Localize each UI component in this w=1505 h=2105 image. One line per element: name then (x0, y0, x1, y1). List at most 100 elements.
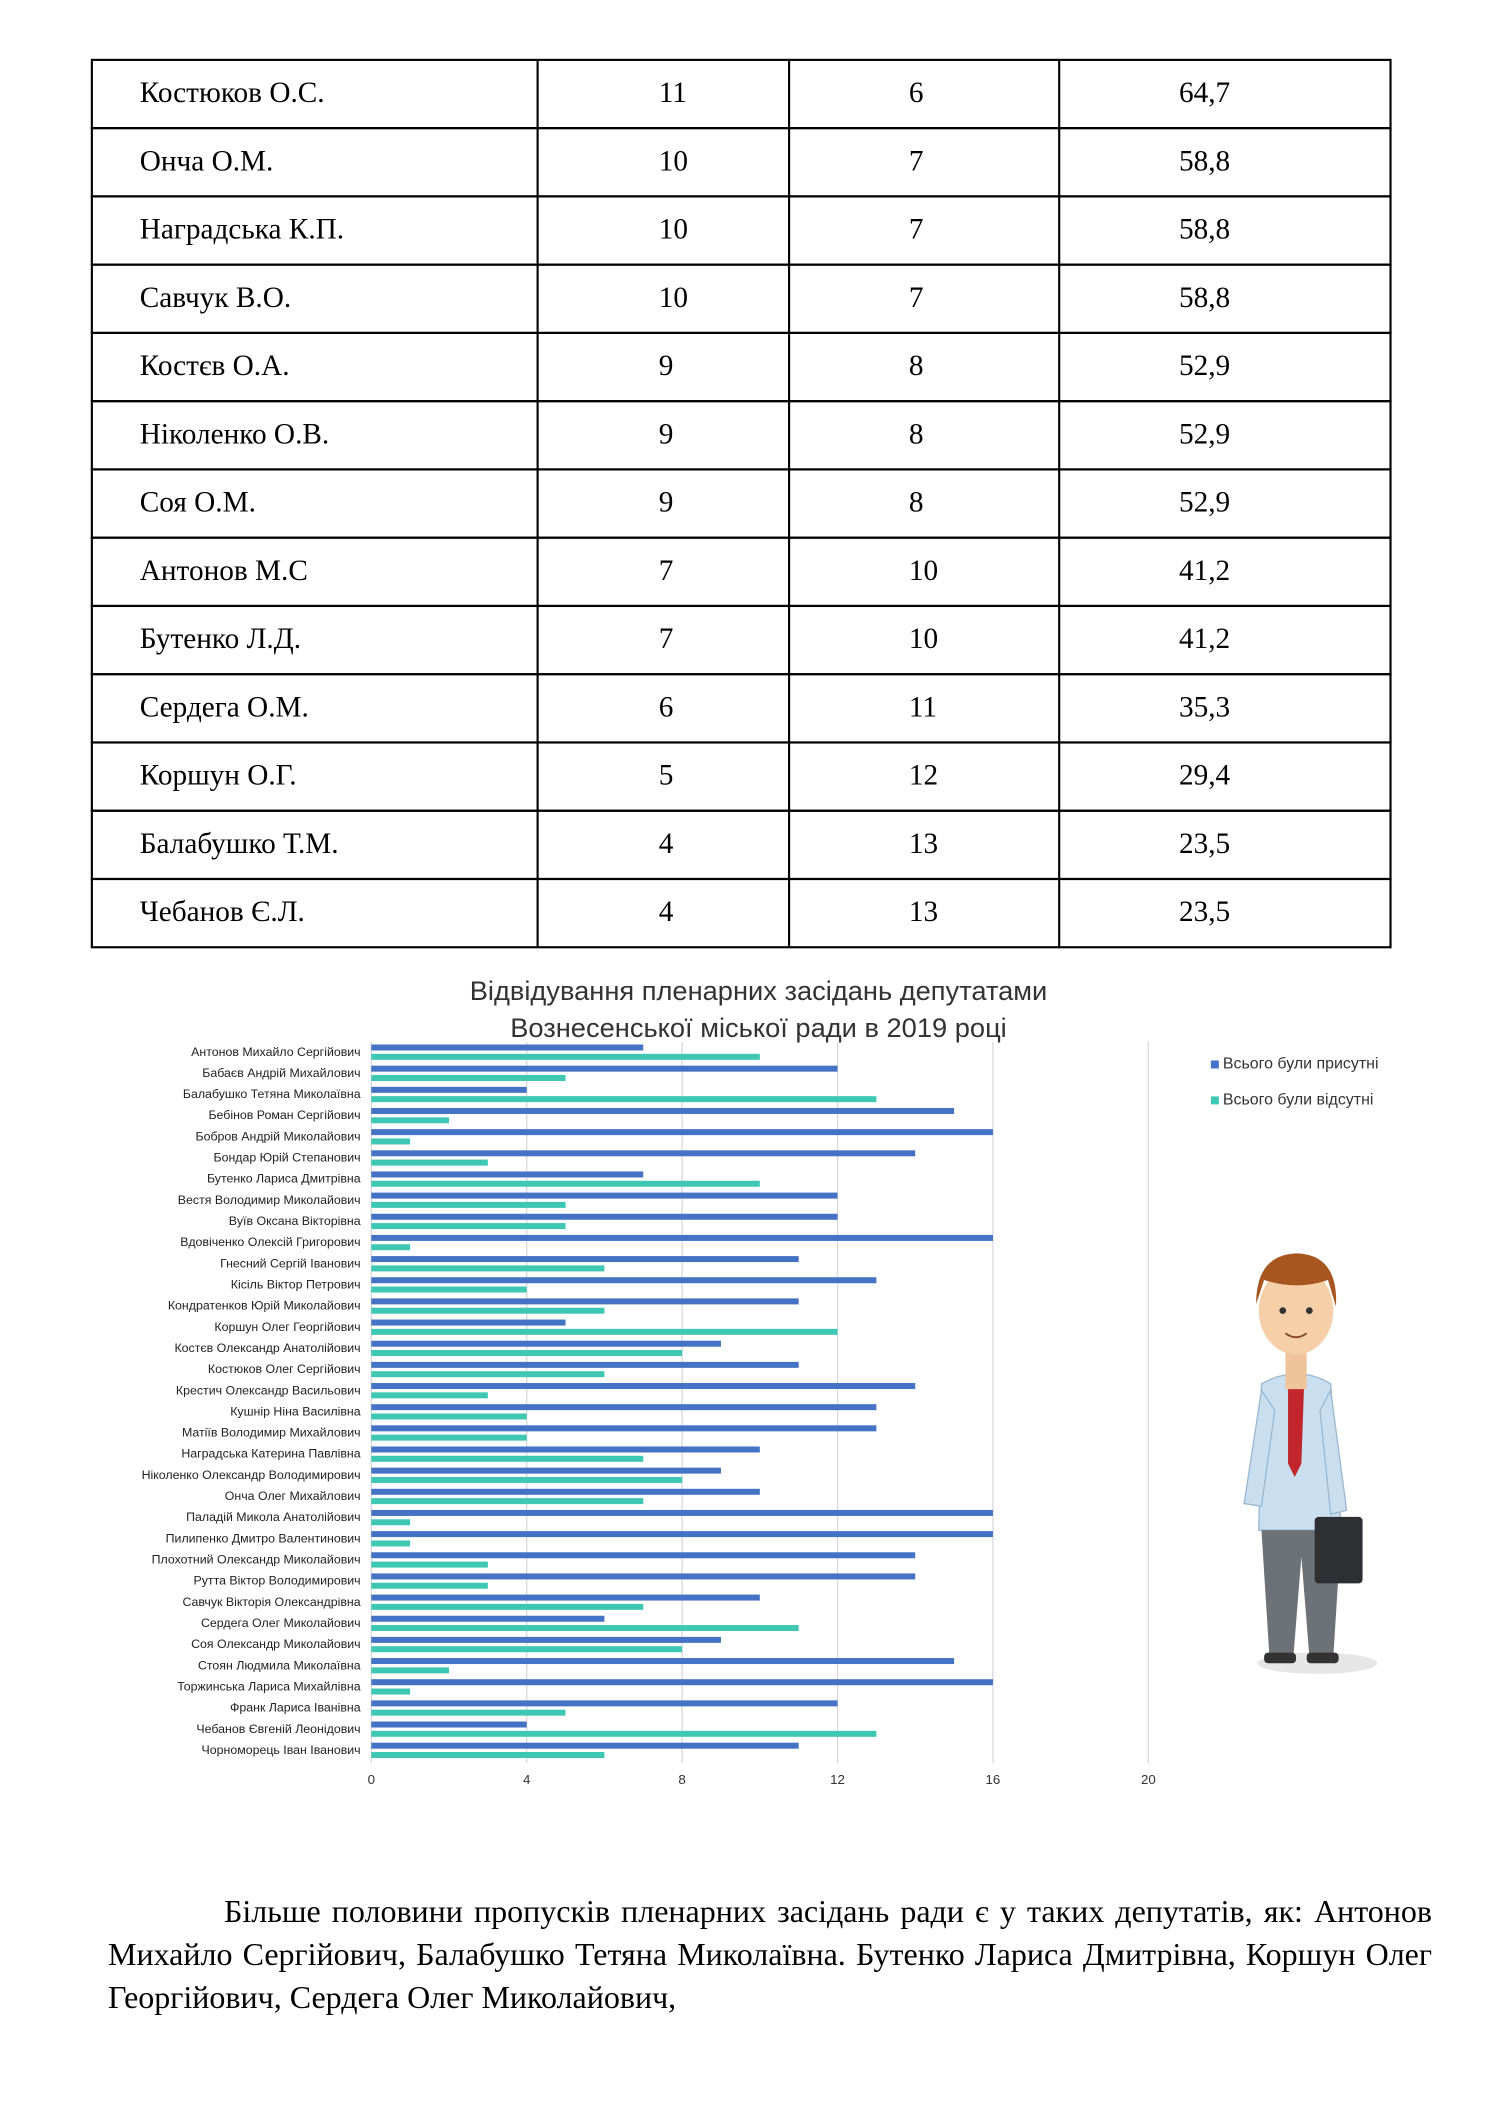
category-label: Кісіль Віктор Петрович (231, 1277, 361, 1291)
bar (371, 1594, 760, 1601)
table-cell: 4 (659, 828, 674, 860)
table-cell: 11 (659, 77, 687, 109)
bar (371, 1404, 877, 1411)
bar (371, 1658, 955, 1665)
category-label: Бондар Юрій Степанович (213, 1151, 360, 1165)
table-cell: 58,8 (1179, 145, 1230, 177)
table-cell: 41,2 (1179, 623, 1230, 655)
table-cell: 35,3 (1179, 691, 1230, 723)
category-label: Наградська Катерина Павлівна (181, 1447, 360, 1461)
bar (371, 1636, 721, 1643)
table-cell: 7 (909, 145, 924, 177)
x-tick-label: 20 (1141, 1772, 1156, 1787)
table-cell: 7 (659, 623, 674, 655)
bar (371, 1688, 411, 1695)
category-label: Онча Олег Михайлович (225, 1489, 361, 1503)
bar (371, 1074, 566, 1081)
table-cell: Костєв О.А. (140, 350, 290, 382)
bar (371, 1265, 605, 1272)
table-cell: 5 (659, 760, 674, 792)
category-label: Бобров Андрій Миколайович (195, 1129, 360, 1143)
table-cell: 7 (659, 555, 674, 587)
bar (371, 1615, 605, 1622)
legend-swatch (1210, 1060, 1219, 1069)
category-label: Бабаєв Андрій Михайлович (202, 1066, 360, 1080)
bar (371, 1244, 411, 1251)
bar (371, 1446, 760, 1453)
table-cell: 41,2 (1179, 555, 1230, 587)
table-cell: 6 (909, 77, 924, 109)
bar (371, 1201, 566, 1208)
table-cell: 7 (909, 214, 924, 246)
category-label: Балабушко Тетяна Миколаївна (183, 1087, 361, 1101)
bar (371, 1340, 721, 1347)
x-tick-label: 4 (523, 1772, 530, 1787)
bar (371, 1561, 488, 1568)
bar (371, 1180, 760, 1187)
category-label: Сердега Олег Миколайович (201, 1616, 361, 1630)
table-cell: 23,5 (1179, 896, 1230, 928)
x-tick-label: 16 (986, 1772, 1001, 1787)
bar (371, 1552, 916, 1559)
bar (371, 1319, 566, 1326)
table-cell: Сердега О.М. (140, 691, 309, 723)
bar (371, 1721, 527, 1728)
table-cell: 52,9 (1179, 418, 1230, 450)
x-tick-label: 12 (830, 1772, 845, 1787)
table-cell: 29,4 (1179, 760, 1231, 792)
category-label: Соя Олександр Миколайович (191, 1637, 361, 1651)
bar (371, 1107, 955, 1114)
category-label: Чебанов Євгеній Леонідович (196, 1722, 360, 1736)
table-cell: Костюков О.С. (140, 77, 325, 109)
table-cell: 8 (909, 418, 924, 450)
bar (371, 1667, 449, 1674)
category-label: Бутенко Лариса Дмитрівна (207, 1172, 361, 1186)
table-cell: Бутенко Л.Д. (140, 623, 301, 655)
category-label: Крестич Олександр Васильович (176, 1383, 361, 1397)
category-label: Кондратенков Юрій Миколайович (168, 1299, 361, 1313)
table-cell: 6 (659, 691, 674, 723)
bar (371, 1730, 877, 1737)
category-label: Бебінов Роман Сергійович (208, 1108, 360, 1122)
table-cell: 58,8 (1179, 282, 1230, 314)
bar (371, 1223, 566, 1230)
bar (371, 1256, 799, 1263)
bar (371, 1129, 993, 1136)
category-label: Пилипенко Дмитро Валентинович (166, 1531, 361, 1545)
table-cell: 9 (659, 487, 674, 519)
bar (371, 1138, 411, 1145)
table-row (90, 877, 1392, 949)
bar (371, 1742, 799, 1749)
bar (371, 1086, 527, 1093)
table-cell: Соя О.М. (140, 487, 256, 519)
category-label: Костюков Олег Сергійович (208, 1362, 361, 1376)
table-cell: 11 (909, 691, 937, 723)
table-cell: Ніколенко О.В. (140, 418, 329, 450)
bar (371, 1413, 527, 1420)
bar (371, 1277, 877, 1284)
table-cell: 10 (659, 282, 688, 314)
category-label: Гнесний Сергій Іванович (220, 1256, 361, 1270)
bar (371, 1383, 916, 1390)
category-label: Паладій Микола Анатолійович (186, 1510, 360, 1524)
bar (371, 1498, 644, 1505)
legend-label: Всього були відсутні (1223, 1092, 1374, 1109)
bar (371, 1509, 993, 1516)
table-cell: Антонов М.С (140, 555, 308, 587)
legend-swatch (1210, 1096, 1219, 1105)
table-cell: 64,7 (1179, 77, 1230, 109)
table-cell: 58,8 (1179, 214, 1230, 246)
table-cell: Балабушко Т.М. (140, 828, 339, 860)
category-label: Антонов Михайло Сергійович (191, 1045, 360, 1059)
table-cell: 52,9 (1179, 350, 1230, 382)
category-label: Стоян Людмила Миколаївна (198, 1658, 361, 1672)
category-label: Коршун Олег Георгійович (214, 1320, 360, 1334)
bar (371, 1467, 721, 1474)
bar (371, 1371, 605, 1378)
table-cell: Савчук В.О. (140, 282, 291, 314)
bar (371, 1171, 644, 1178)
bar (371, 1700, 838, 1707)
bar (371, 1307, 605, 1314)
